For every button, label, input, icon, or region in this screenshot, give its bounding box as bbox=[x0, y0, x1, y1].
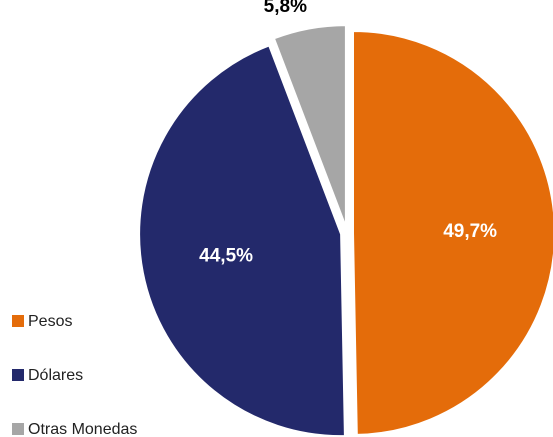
data-label: 49,7% bbox=[443, 221, 497, 242]
data-label: 5,8% bbox=[264, 0, 307, 17]
legend-text: Dólares bbox=[28, 367, 83, 384]
legend-swatch bbox=[12, 369, 24, 381]
legend-text: Pesos bbox=[28, 313, 72, 330]
pie-slice bbox=[138, 44, 346, 437]
legend-swatch bbox=[12, 315, 24, 327]
legend-swatch bbox=[12, 423, 24, 435]
legend-text: Otras Monedas bbox=[28, 421, 137, 437]
data-label: 44,5% bbox=[199, 245, 253, 266]
pie-slice bbox=[352, 29, 553, 436]
pie-slice bbox=[272, 24, 347, 228]
